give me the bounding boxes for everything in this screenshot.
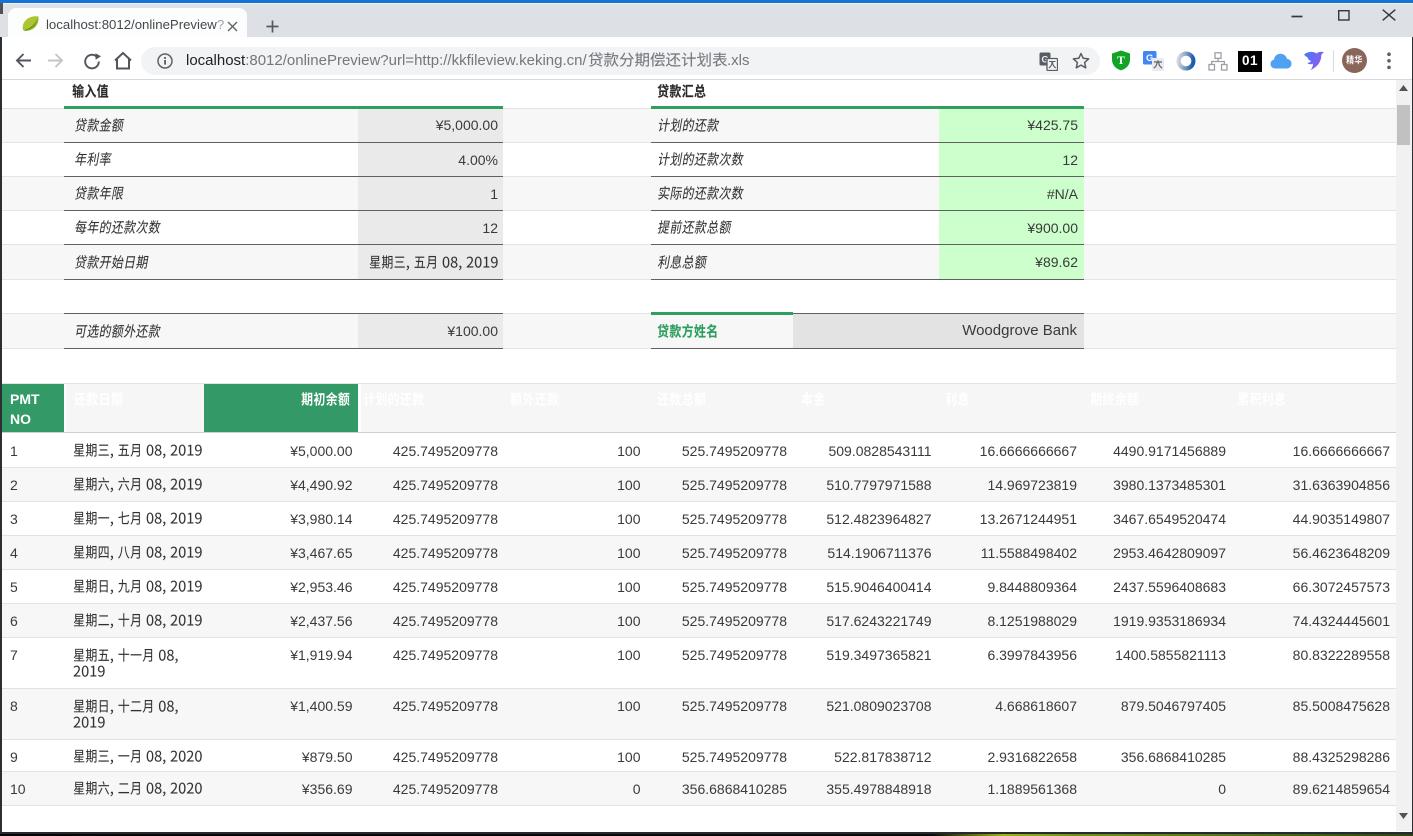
svg-text:G: G — [1146, 53, 1153, 64]
svg-text:G: G — [1041, 54, 1048, 64]
svg-text:T: T — [1117, 55, 1125, 67]
